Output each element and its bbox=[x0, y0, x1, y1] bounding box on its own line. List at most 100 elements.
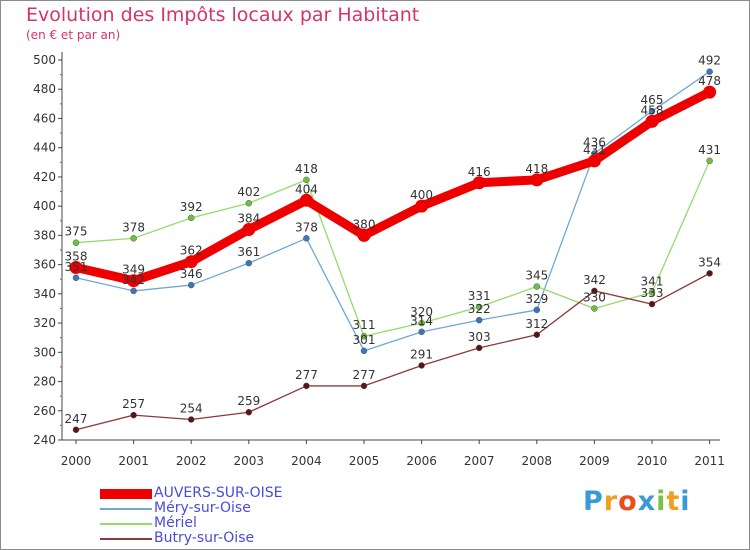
data-point-butry-sur-oise bbox=[246, 409, 252, 415]
y-tick-label: 440 bbox=[33, 141, 56, 155]
data-label-m-ry-sur-oise: 301 bbox=[353, 333, 376, 347]
y-tick-label: 480 bbox=[33, 82, 56, 96]
x-tick-label: 2007 bbox=[464, 454, 495, 468]
y-tick-label: 320 bbox=[33, 316, 56, 330]
data-label-auvers-sur-oise: 362 bbox=[180, 244, 203, 258]
data-label-auvers-sur-oise: 400 bbox=[410, 188, 433, 202]
data-label-auvers-sur-oise: 404 bbox=[295, 182, 318, 196]
x-tick-label: 2003 bbox=[234, 454, 265, 468]
y-tick-label: 400 bbox=[33, 199, 56, 213]
data-label-m-riel: 331 bbox=[468, 289, 491, 303]
data-point-m-ry-sur-oise bbox=[246, 260, 252, 266]
x-tick-label: 2011 bbox=[694, 454, 725, 468]
data-label-butry-sur-oise: 259 bbox=[237, 394, 260, 408]
legend-swatch-mery bbox=[100, 508, 152, 510]
data-label-auvers-sur-oise: 358 bbox=[65, 250, 88, 264]
data-label-m-ry-sur-oise: 378 bbox=[295, 220, 318, 234]
data-label-auvers-sur-oise: 349 bbox=[122, 263, 145, 277]
data-point-m-riel bbox=[707, 158, 713, 164]
legend-swatch-auvers bbox=[100, 489, 152, 499]
data-label-m-ry-sur-oise: 346 bbox=[180, 267, 203, 281]
y-tick-label: 340 bbox=[33, 287, 56, 301]
x-tick-label: 2008 bbox=[522, 454, 553, 468]
y-tick-label: 380 bbox=[33, 228, 56, 242]
data-label-auvers-sur-oise: 431 bbox=[583, 143, 606, 157]
data-point-m-ry-sur-oise bbox=[534, 307, 540, 313]
legend-label-meriel: Mériel bbox=[154, 515, 197, 531]
x-tick-label: 2001 bbox=[118, 454, 149, 468]
x-tick-label: 2000 bbox=[61, 454, 92, 468]
data-point-butry-sur-oise bbox=[73, 427, 79, 433]
data-label-auvers-sur-oise: 458 bbox=[641, 103, 664, 117]
series-layer bbox=[70, 69, 717, 433]
data-point-butry-sur-oise bbox=[419, 362, 425, 368]
data-point-butry-sur-oise bbox=[534, 332, 540, 338]
y-tick-label: 460 bbox=[33, 111, 56, 125]
data-point-butry-sur-oise bbox=[303, 383, 309, 389]
data-label-auvers-sur-oise: 416 bbox=[468, 165, 491, 179]
data-point-m-riel bbox=[246, 200, 252, 206]
series-line-butry-sur-oise bbox=[76, 273, 710, 429]
series-line-auvers-sur-oise bbox=[76, 92, 710, 281]
data-label-m-ry-sur-oise: 361 bbox=[237, 245, 260, 259]
y-tick-label: 500 bbox=[33, 53, 56, 67]
line-chart: 240 260 280 300 320 340 360 380 400 420 440 460 480 5… bbox=[0, 0, 750, 550]
y-tick-label: 240 bbox=[33, 433, 56, 447]
data-point-m-riel bbox=[534, 284, 540, 290]
data-label-butry-sur-oise: 277 bbox=[295, 368, 318, 382]
proxiti-logo: Proxiti bbox=[583, 486, 691, 517]
data-point-butry-sur-oise bbox=[188, 417, 194, 423]
x-tick-label: 2009 bbox=[579, 454, 610, 468]
data-point-m-riel bbox=[73, 240, 79, 246]
logo-letter: P bbox=[583, 486, 604, 517]
legend-item-mery: Méry-sur-Oise bbox=[100, 502, 360, 517]
y-tick-label: 260 bbox=[33, 404, 56, 418]
legend-swatch-meriel bbox=[100, 523, 152, 525]
data-point-m-riel bbox=[591, 305, 597, 311]
data-label-m-riel: 418 bbox=[295, 162, 318, 176]
data-point-m-ry-sur-oise bbox=[188, 282, 194, 288]
data-point-m-ry-sur-oise bbox=[476, 317, 482, 323]
data-point-m-riel bbox=[131, 235, 137, 241]
data-label-m-riel: 375 bbox=[65, 225, 88, 239]
data-label-m-ry-sur-oise: 322 bbox=[468, 302, 491, 316]
data-label-butry-sur-oise: 277 bbox=[353, 368, 376, 382]
legend-item-butry: Butry-sur-Oise bbox=[100, 532, 360, 547]
x-tick-label: 2006 bbox=[406, 454, 437, 468]
legend-label-auvers: AUVERS-SUR-OISE bbox=[154, 485, 283, 501]
series-line-m-ry-sur-oise bbox=[76, 72, 710, 351]
data-label-m-riel: 392 bbox=[180, 200, 203, 214]
data-point-butry-sur-oise bbox=[476, 345, 482, 351]
x-tick-label: 2002 bbox=[176, 454, 207, 468]
legend-label-mery: Méry-sur-Oise bbox=[154, 500, 251, 516]
data-label-m-riel: 431 bbox=[698, 143, 721, 157]
data-point-m-ry-sur-oise bbox=[73, 275, 79, 281]
data-point-butry-sur-oise bbox=[707, 270, 713, 276]
data-label-m-riel: 320 bbox=[410, 305, 433, 319]
y-tick-label: 280 bbox=[33, 375, 56, 389]
data-label-m-ry-sur-oise: 329 bbox=[525, 292, 548, 306]
data-label-auvers-sur-oise: 418 bbox=[525, 162, 548, 176]
legend-label-butry: Butry-sur-Oise bbox=[154, 530, 254, 546]
data-label-auvers-sur-oise: 478 bbox=[698, 74, 721, 88]
data-point-m-ry-sur-oise bbox=[131, 288, 137, 294]
logo-letter: t bbox=[666, 486, 680, 517]
data-label-butry-sur-oise: 354 bbox=[698, 255, 721, 269]
data-label-m-riel: 345 bbox=[525, 269, 548, 283]
data-label-m-riel: 378 bbox=[122, 220, 145, 234]
logo-letter: i bbox=[680, 486, 690, 517]
y-tick-label: 300 bbox=[33, 345, 56, 359]
x-tick-label: 2005 bbox=[349, 454, 380, 468]
data-label-butry-sur-oise: 303 bbox=[468, 330, 491, 344]
data-label-m-ry-sur-oise: 492 bbox=[698, 54, 721, 68]
data-label-m-riel: 330 bbox=[583, 290, 606, 304]
y-tick-label: 360 bbox=[33, 258, 56, 272]
series-line-m-riel bbox=[76, 161, 710, 336]
x-tick-label: 2004 bbox=[291, 454, 322, 468]
data-point-m-ry-sur-oise bbox=[303, 235, 309, 241]
data-label-m-riel: 402 bbox=[237, 185, 260, 199]
data-label-butry-sur-oise: 333 bbox=[641, 286, 664, 300]
logo-letter: r bbox=[604, 486, 618, 517]
data-label-butry-sur-oise: 342 bbox=[583, 273, 606, 287]
y-tick-label: 420 bbox=[33, 170, 56, 184]
